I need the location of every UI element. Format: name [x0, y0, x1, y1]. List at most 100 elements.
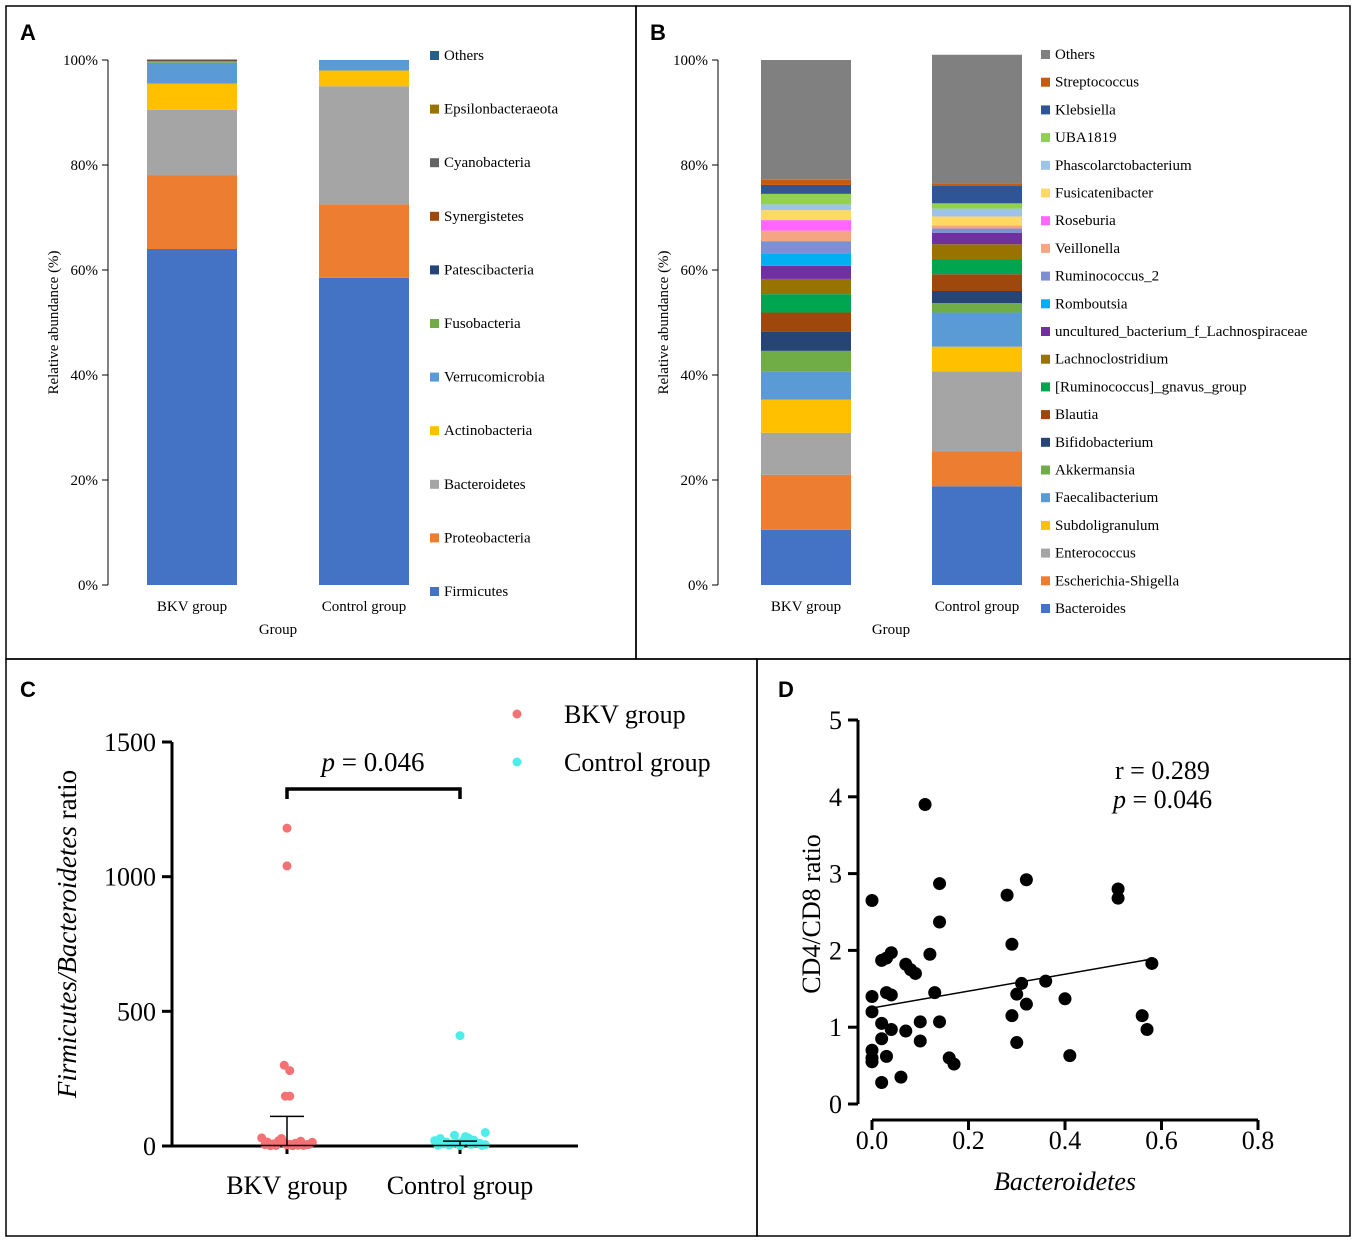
- bar-segment-bacteroidetes: [319, 86, 409, 205]
- r-value-annotation: r = 0.289: [1115, 756, 1210, 785]
- legend-swatch-fusicatenibacter: [1041, 188, 1050, 198]
- y-tick-label: 20%: [71, 473, 99, 489]
- bar-segment-subdoligranulum: [761, 399, 851, 433]
- bar-segment-proteobacteria: [319, 204, 409, 278]
- bar-segment-proteobacteria: [147, 175, 237, 249]
- panel-d-border: [756, 658, 1351, 1237]
- legend-label-fusobacteria: Fusobacteria: [444, 316, 521, 332]
- y-tick-label: 5: [829, 706, 842, 735]
- bar-segment-faecalibacterium: [932, 312, 1022, 347]
- data-point-bkv-group: [285, 1091, 295, 1101]
- bar-segment-bacteroides: [761, 529, 851, 585]
- legend-label-uba1819: UBA1819: [1055, 130, 1117, 146]
- regression-line: [871, 958, 1152, 1009]
- bar-segment-blautia: [761, 312, 851, 332]
- bar-segment-verrucomicrobia: [147, 62, 237, 84]
- legend-label-bacteroides: Bacteroides: [1055, 601, 1126, 617]
- bar-segment-streptococcus: [932, 183, 1022, 186]
- data-point: [947, 1057, 961, 1071]
- legend-dot-bkv-group: [512, 709, 522, 719]
- legend-swatch-uba1819: [1041, 133, 1050, 143]
- bar-segment-ruminococcus-2: [761, 241, 851, 254]
- legend-swatch-fusobacteria: [430, 319, 439, 328]
- y-axis-label-suffix: ratio: [52, 770, 82, 826]
- y-tick-label: 0%: [78, 578, 98, 594]
- legend-swatch-synergistetes: [430, 211, 439, 221]
- legend-label-akkermansia: Akkermansia: [1055, 463, 1135, 479]
- legend-label-control-group: Control group: [564, 748, 711, 777]
- legend-swatch-blautia: [1041, 410, 1050, 420]
- x-tick-label: BKV group: [157, 599, 227, 615]
- bar-segment-phascolarctobacterium: [932, 208, 1022, 217]
- data-point-bkv-group: [279, 1060, 289, 1070]
- data-point: [879, 1049, 893, 1063]
- data-point: [865, 1005, 879, 1019]
- bar-segment-verrucomicrobia: [319, 60, 409, 71]
- data-point-bkv-group: [282, 861, 292, 871]
- data-point: [1005, 937, 1019, 951]
- data-point: [923, 947, 937, 961]
- data-point: [1019, 997, 1033, 1011]
- legend-swatch-proteobacteria: [430, 533, 439, 543]
- panel-b-chart: 0% 20% 40% 60% 80% 100% Relative abundance (%)…: [656, 47, 1308, 638]
- legend-swatch-romboutsia: [1041, 299, 1050, 309]
- legend-swatch-veillonella: [1041, 243, 1050, 253]
- legend-label-verrucomicrobia: Verrucomicrobia: [444, 370, 545, 386]
- p-value-annotation: p = 0.046: [1111, 785, 1212, 814]
- x-tick-label: Control group: [387, 1171, 534, 1200]
- legend-label-romboutsia: Romboutsia: [1055, 296, 1128, 312]
- bar-segment-klebsiella: [761, 184, 851, 194]
- legend-label-enterococcus: Enterococcus: [1055, 546, 1136, 562]
- data-point: [1019, 873, 1033, 887]
- bar-segment-streptococcus: [761, 179, 851, 185]
- bar-segment-escherichia-shigella: [761, 474, 851, 530]
- legend-swatch-cyanobacteria: [430, 158, 439, 168]
- data-point: [875, 1016, 889, 1030]
- bar-segment-bacteroidetes: [147, 109, 237, 176]
- legend-label-bifidobacterium: Bifidobacterium: [1055, 435, 1154, 451]
- panel-a-chart: 0% 20% 40% 60% 80% 100% Relative abundance (%)…: [46, 48, 558, 638]
- legend-label-cyanobacteria: Cyanobacteria: [444, 155, 531, 171]
- bar-segment-actinobacteria: [319, 70, 409, 87]
- y-tick-label: 80%: [681, 158, 709, 174]
- data-point: [1140, 1023, 1154, 1037]
- legend-label-epsilonbacteraeota: Epsilonbacteraeota: [444, 102, 558, 118]
- data-point: [1010, 987, 1024, 1001]
- panel-b-letter: B: [650, 20, 666, 45]
- legend-swatch-subdoligranulum: [1041, 520, 1050, 530]
- x-tick-label: Control group: [322, 599, 407, 615]
- legend-swatch-escherichia-shigella: [1041, 576, 1050, 586]
- data-point: [1145, 956, 1159, 970]
- x-axis-label: Group: [259, 622, 297, 638]
- x-tick-label: 0.4: [1049, 1126, 1082, 1155]
- bar-segment-fusicatenibacter: [761, 210, 851, 221]
- bar-segment-roseburia: [761, 220, 851, 231]
- p-value-annotation: p = 0.046: [320, 747, 425, 777]
- data-point: [1000, 888, 1014, 902]
- y-axis-label: Relative abundance (%): [656, 250, 672, 394]
- y-tick-label: 100%: [63, 53, 98, 69]
- legend-label-blautia: Blautia: [1055, 407, 1099, 423]
- panel-a-letter: A: [20, 20, 36, 45]
- data-point-control-group: [480, 1128, 490, 1138]
- data-point: [894, 1070, 908, 1084]
- x-tick-label: 0.6: [1145, 1126, 1178, 1155]
- legend-label-lachnoclostridium: Lachnoclostridium: [1055, 352, 1169, 368]
- bar-segment-phascolarctobacterium: [761, 204, 851, 211]
- data-point: [1005, 1009, 1019, 1023]
- data-point-bkv-group: [282, 823, 292, 833]
- legend-swatch-roseburia: [1041, 216, 1050, 226]
- legend-label-others: Others: [444, 48, 484, 64]
- bar-segment-patescibacteria: [147, 60, 237, 62]
- data-point: [918, 797, 932, 811]
- legend-label-veillonella: Veillonella: [1055, 241, 1120, 257]
- legend-label-actinobacteria: Actinobacteria: [444, 423, 533, 439]
- data-point-bkv-group: [285, 1066, 295, 1076]
- y-axis-label: Relative abundance (%): [46, 250, 62, 394]
- legend-label-streptococcus: Streptococcus: [1055, 75, 1139, 91]
- data-point: [1039, 974, 1053, 988]
- legend-swatch-others: [1041, 50, 1050, 59]
- legend-swatch-patescibacteria: [430, 265, 439, 275]
- legend-swatch-firmicutes: [430, 587, 439, 596]
- bar-segment-lachnoclostridium: [761, 278, 851, 295]
